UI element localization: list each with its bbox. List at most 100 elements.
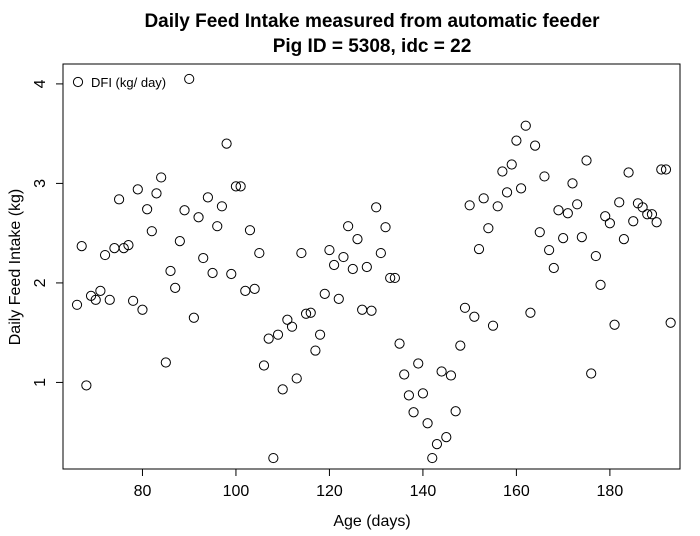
x-tick-label: 140	[410, 483, 437, 500]
data-point	[179, 205, 190, 216]
data-point	[651, 217, 662, 228]
data-point	[399, 369, 410, 380]
data-point	[646, 209, 658, 220]
data-point	[534, 227, 545, 238]
data-point	[417, 388, 429, 399]
data-point	[137, 304, 148, 315]
data-point	[520, 120, 531, 131]
data-point	[258, 360, 270, 371]
data-point	[572, 199, 583, 210]
data-point	[553, 205, 564, 216]
y-tick-label: 2	[32, 278, 49, 287]
data-point	[413, 358, 424, 369]
data-point	[268, 452, 279, 464]
y-tick-label: 1	[32, 378, 49, 387]
data-point	[492, 201, 503, 212]
data-point	[375, 247, 386, 259]
data-point	[623, 167, 634, 178]
data-point	[469, 311, 480, 322]
data-point	[628, 216, 639, 227]
data-point	[352, 234, 363, 245]
data-point	[609, 319, 620, 330]
data-point	[483, 223, 494, 234]
y-tick-label: 3	[32, 179, 49, 188]
data-point	[329, 259, 340, 271]
data-point	[207, 267, 218, 279]
data-point	[455, 340, 466, 351]
data-point	[142, 204, 153, 215]
data-point	[389, 272, 400, 284]
data-point	[660, 164, 672, 175]
data-point	[487, 320, 499, 331]
data-point	[576, 232, 587, 243]
data-point	[436, 366, 447, 377]
data-point	[618, 234, 630, 245]
data-point	[95, 285, 106, 296]
data-point	[642, 209, 653, 220]
x-axis: 80 100 120 140 160 180	[134, 469, 624, 500]
data-point	[600, 211, 611, 222]
data-point	[71, 299, 83, 310]
data-point	[338, 251, 349, 263]
data-point	[445, 370, 457, 381]
y-axis-label: Daily Feed Intake (kg)	[7, 189, 24, 346]
x-axis-label: Age (days)	[333, 513, 410, 530]
data-point	[431, 439, 443, 450]
data-point	[254, 247, 265, 259]
x-tick-label: 80	[134, 483, 152, 500]
data-point	[459, 302, 471, 313]
data-point	[286, 321, 298, 332]
data-point	[450, 406, 461, 417]
x-tick-label: 120	[316, 483, 343, 500]
x-tick-label: 180	[597, 483, 624, 500]
data-point	[244, 225, 256, 236]
data-point	[272, 329, 284, 340]
data-point	[497, 166, 508, 177]
data-point	[515, 183, 527, 194]
data-point	[193, 212, 204, 223]
data-point	[567, 178, 578, 189]
data-point	[562, 208, 573, 219]
data-point	[333, 293, 344, 304]
data-point	[548, 262, 559, 274]
data-point	[170, 282, 181, 293]
data-point	[501, 187, 513, 198]
data-point	[230, 181, 242, 192]
chart-subtitle: Pig ID = 5308, idc = 22	[273, 36, 472, 57]
data-point	[665, 317, 676, 328]
data-point	[188, 312, 199, 323]
data-point	[371, 202, 382, 213]
legend: DFI (kg/ day)	[72, 75, 166, 90]
data-point	[403, 390, 414, 401]
data-point	[76, 241, 87, 252]
data-point	[604, 218, 615, 229]
data-point	[90, 294, 101, 305]
data-point	[99, 249, 111, 261]
data-point	[586, 368, 597, 379]
data-point	[478, 193, 489, 204]
data-point	[305, 307, 316, 318]
data-point	[408, 407, 419, 418]
data-point	[296, 247, 307, 259]
data-point	[235, 181, 246, 192]
data-point	[324, 244, 335, 256]
data-point	[637, 202, 648, 213]
data-point	[385, 272, 396, 284]
data-point	[226, 268, 237, 280]
data-point	[343, 221, 354, 232]
x-tick-label: 160	[503, 483, 530, 500]
data-point	[151, 188, 162, 199]
data-point	[441, 432, 452, 443]
chart-title: Daily Feed Intake measured from automati…	[144, 11, 600, 32]
data-point	[165, 265, 176, 277]
data-point	[128, 295, 139, 306]
data-point	[347, 263, 358, 275]
data-point	[590, 250, 601, 262]
data-point	[216, 201, 228, 212]
data-point	[113, 194, 125, 205]
data-point	[282, 314, 293, 325]
data-points	[71, 73, 676, 464]
data-point	[544, 244, 555, 256]
legend-marker	[72, 76, 84, 88]
